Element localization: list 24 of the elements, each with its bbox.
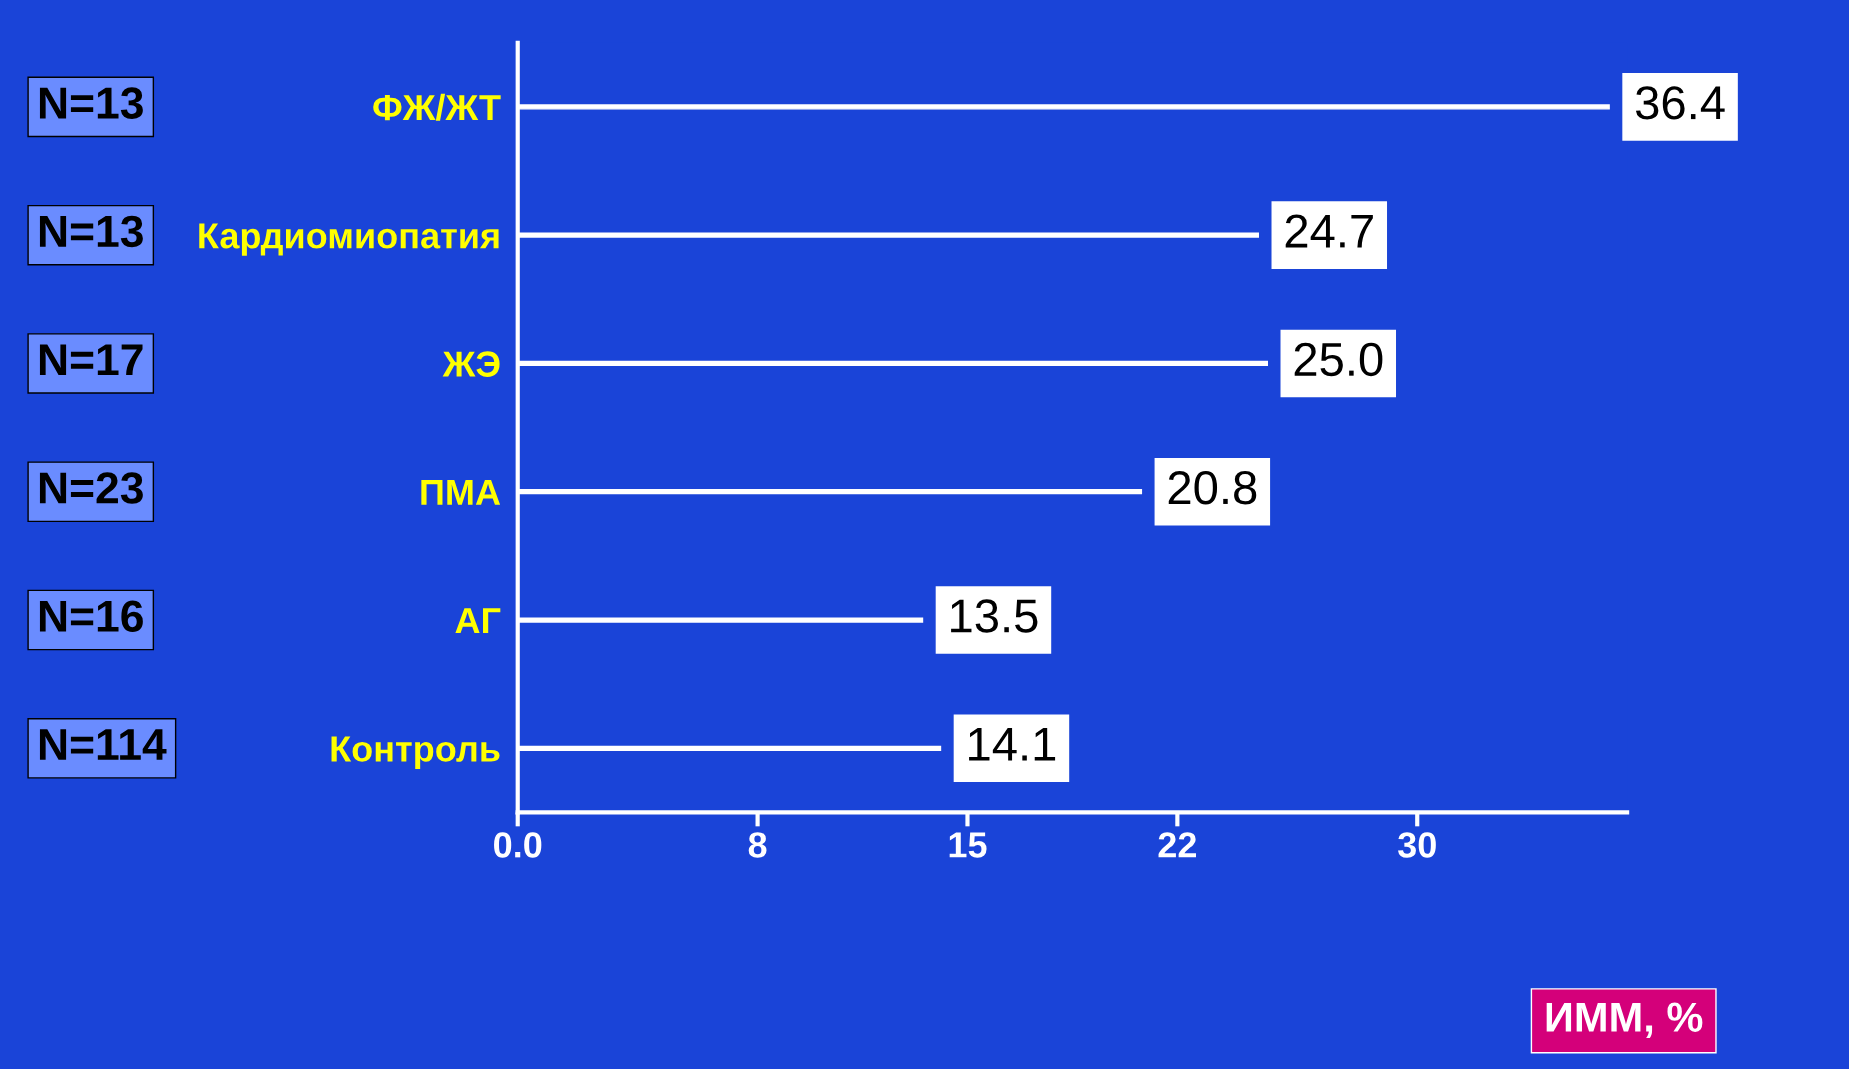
y-tick-label: ПМА xyxy=(421,479,501,505)
y-tick-label: ФЖ/ЖТ xyxy=(373,93,501,121)
x-tick-label: 15 xyxy=(949,832,987,858)
x-tick-label: 0.0 xyxy=(494,832,542,858)
text: N=17 xyxy=(39,344,143,375)
y-tick-label: Кардиомиопатия xyxy=(199,223,499,256)
x-tick-label: 8 xyxy=(748,832,767,858)
data-label: 13.5 xyxy=(951,599,1038,633)
data-label: 25.0 xyxy=(1294,342,1383,377)
text: N=16 xyxy=(39,600,143,632)
data-label: 36.4 xyxy=(1635,86,1725,120)
y-tick-label: Контроль xyxy=(331,736,500,769)
data-label: 14.1 xyxy=(969,728,1056,761)
x-tick-label: 22 xyxy=(1158,832,1196,858)
text: N=23 xyxy=(39,472,143,504)
y-tick-label: АГ xyxy=(455,608,501,634)
y-tick-label: ЖЭ xyxy=(442,351,500,377)
text: N=13 xyxy=(39,87,143,119)
text: N=13 xyxy=(39,215,143,248)
data-label: 20.8 xyxy=(1168,470,1257,505)
data-label: 24.7 xyxy=(1285,214,1373,248)
x-axis-title: ИММ, % xyxy=(1546,1002,1703,1039)
text: N=114 xyxy=(39,729,167,760)
x-tick-label: 30 xyxy=(1397,832,1436,858)
